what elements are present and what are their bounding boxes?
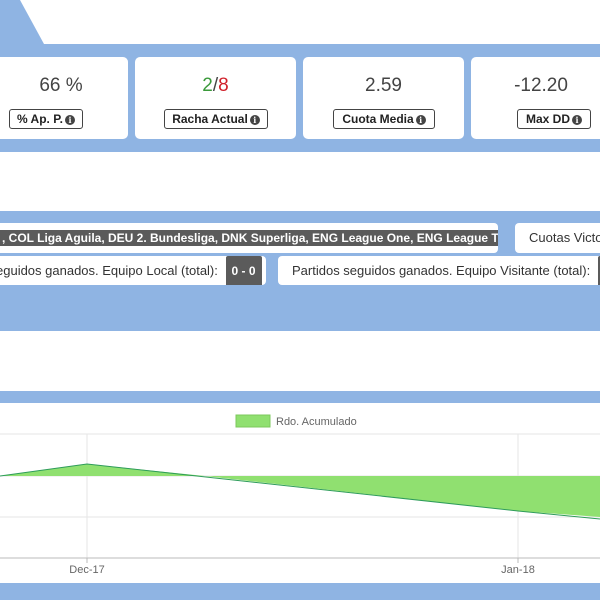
stat-label-text: % Ap. P.	[16, 112, 63, 126]
local-filter[interactable]: eguidos ganados. Equipo Local (total): 0…	[0, 256, 266, 285]
stat-label-cuota[interactable]: Cuota Media i	[333, 109, 435, 129]
racha-separator: /	[212, 75, 219, 96]
stat-card-maxdd: -12.20 Max DD i	[471, 57, 600, 139]
cuotas-filter[interactable]: Cuotas Victo	[515, 223, 600, 253]
stat-label-racha[interactable]: Racha Actual i	[164, 109, 268, 129]
stat-card-ap: 66 % % Ap. P. i	[0, 57, 128, 139]
leagues-filter[interactable]: , COL Liga Aguila, DEU 2. Bundesliga, DN…	[0, 223, 498, 253]
legend-label: Rdo. Acumulado	[276, 416, 357, 428]
info-icon[interactable]: i	[572, 115, 582, 125]
visitante-filter[interactable]: Partidos seguidos ganados. Equipo Visita…	[278, 256, 600, 285]
legend-swatch	[235, 414, 271, 428]
racha-losses: 8	[218, 75, 229, 96]
chart-svg: Rdo. Acumulado Dec-17 Jan-18	[0, 414, 600, 576]
stat-label-maxdd[interactable]: Max DD i	[517, 109, 591, 129]
header-tab	[0, 0, 44, 44]
x-tick-label: Jan-18	[501, 564, 535, 576]
area-fill-below	[205, 476, 600, 517]
stat-label-text: Cuota Media	[342, 112, 414, 126]
info-icon[interactable]: i	[415, 115, 426, 125]
racha-wins: 2	[202, 75, 213, 96]
filters-band: , COL Liga Aguila, DEU 2. Bundesliga, DN…	[0, 211, 600, 331]
stat-label-ap[interactable]: % Ap. P. i	[9, 109, 83, 129]
visitante-label: Partidos seguidos ganados. Equipo Visita…	[292, 263, 591, 278]
local-value: 0 - 0	[225, 256, 262, 285]
stats-band: 66 % % Ap. P. i 2/8 Racha Actual i 2.59 Cu…	[0, 44, 600, 152]
x-tick-label: Dec-17	[69, 564, 104, 576]
leagues-tag[interactable]: , COL Liga Aguila, DEU 2. Bundesliga, DN…	[0, 230, 498, 246]
stat-value-racha: 2/8	[135, 75, 296, 97]
info-icon[interactable]: i	[65, 115, 75, 125]
cuotas-label: Cuotas Victo	[529, 230, 600, 245]
local-label: eguidos ganados. Equipo Local (total):	[0, 263, 218, 278]
stat-value-ap: 66 %	[39, 75, 83, 96]
area-fill-above	[0, 464, 205, 476]
stat-label-text: Max DD	[525, 112, 570, 126]
chart-container: Rdo. Acumulado Dec-17 Jan-18	[0, 403, 600, 583]
stat-card-racha: 2/8 Racha Actual i	[135, 57, 296, 139]
stat-label-text: Racha Actual	[172, 112, 248, 126]
stat-value-cuota: 2.59	[365, 75, 402, 96]
stat-card-cuota: 2.59 Cuota Media i	[303, 57, 464, 139]
stat-value-maxdd: -12.20	[514, 75, 568, 96]
series-line	[0, 463, 600, 520]
visitante-value: 2	[597, 256, 600, 285]
info-icon[interactable]: i	[249, 115, 260, 125]
